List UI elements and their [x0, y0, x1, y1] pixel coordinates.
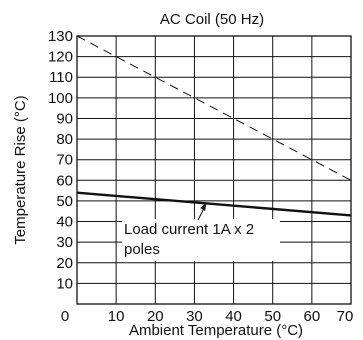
- y-tick-label: 120: [48, 49, 73, 66]
- x-axis-label: Ambient Temperature (°C): [129, 322, 303, 339]
- annotation-text-line: poles: [124, 241, 160, 258]
- series-group: [76, 35, 352, 217]
- y-tick-labels: 10 20 30 40 50 60 70 80 90 100 110 120 130: [48, 28, 73, 292]
- x-tick-label: 20: [147, 308, 164, 325]
- x-tick-label: 50: [264, 308, 281, 325]
- y-tick-label: 30: [56, 234, 73, 251]
- annotation-leader: [197, 207, 205, 221]
- y-tick-label: 130: [48, 28, 73, 45]
- annotation-arrowhead: [200, 202, 207, 211]
- annotation-group: Load current 1A x 2 poles: [122, 202, 280, 261]
- y-tick-label: 40: [56, 214, 73, 231]
- plot-border: [76, 35, 352, 305]
- x-tick-labels: 0 10 20 30 40 50 60 70: [61, 308, 354, 325]
- y-tick-label: 70: [56, 152, 73, 169]
- y-axis-label: Temperature Rise (°C): [12, 95, 29, 244]
- x-tick-label: 40: [225, 308, 242, 325]
- x-tick-label: 60: [304, 308, 321, 325]
- annotation-background: [122, 219, 280, 261]
- x-tick-label: 30: [186, 308, 203, 325]
- series-line-1: [76, 191, 352, 217]
- x-tick-label: 70: [337, 308, 354, 325]
- y-tick-label: 10: [56, 275, 73, 292]
- x-tick-label: 0: [61, 308, 69, 325]
- y-tick-label: 60: [56, 172, 73, 189]
- y-tick-label: 80: [56, 131, 73, 148]
- y-tick-label: 90: [56, 110, 73, 127]
- chart-title: AC Coil (50 Hz): [160, 11, 264, 28]
- x-tick-label: 10: [108, 308, 125, 325]
- series-line-0: [76, 35, 352, 181]
- y-tick-label: 20: [56, 255, 73, 272]
- y-tick-label: 110: [49, 69, 73, 86]
- y-tick-label: 50: [56, 193, 73, 210]
- y-tick-label: 100: [48, 90, 73, 107]
- annotation-text-line: Load current 1A x 2: [124, 221, 254, 238]
- grid: [77, 35, 351, 304]
